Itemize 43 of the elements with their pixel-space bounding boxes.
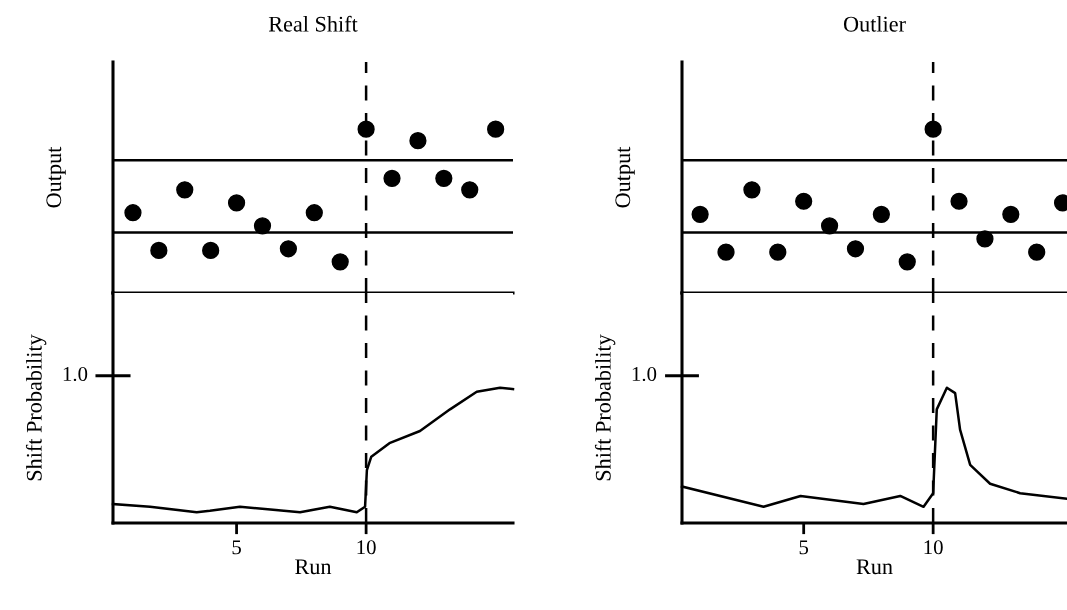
- point: [1002, 205, 1020, 223]
- point: [950, 192, 968, 210]
- y-axis-title: Output: [46, 146, 66, 208]
- point: [924, 120, 942, 138]
- point: [176, 181, 194, 199]
- point: [487, 120, 505, 138]
- x-tick-label: 10: [924, 540, 943, 555]
- text: 1.0: [63, 366, 88, 382]
- point: [227, 194, 246, 212]
- point: [743, 181, 761, 199]
- point: [872, 205, 890, 223]
- point: [435, 169, 453, 187]
- point: [976, 230, 994, 248]
- text: 1.0: [632, 366, 657, 382]
- point: [357, 120, 375, 138]
- x-tick-label: 5: [232, 540, 241, 555]
- point: [409, 132, 427, 150]
- point: [717, 243, 735, 261]
- point: [331, 253, 349, 271]
- y-axis-title: Output: [615, 146, 635, 208]
- x-axis-title: Run: [856, 559, 893, 575]
- point: [846, 240, 865, 258]
- point: [898, 253, 916, 271]
- point: [202, 241, 220, 260]
- point: [383, 169, 401, 187]
- point: [795, 192, 813, 210]
- point: [769, 243, 787, 261]
- chart-title: Outlier: [843, 16, 906, 32]
- y-axis-title: Shift Probability: [25, 334, 47, 481]
- x-tick-label: 5: [799, 540, 809, 555]
- point: [691, 205, 709, 223]
- point: [305, 204, 323, 222]
- chart-title: Real Shift: [268, 15, 358, 32]
- point: [1028, 243, 1046, 261]
- point: [124, 204, 142, 222]
- y-axis-title: Shift Probability: [594, 334, 616, 481]
- point: [279, 240, 298, 258]
- point: [820, 217, 839, 235]
- x-tick-label: 10: [357, 540, 376, 555]
- point: [150, 241, 168, 260]
- x-axis-title: Run: [295, 559, 332, 575]
- point: [461, 181, 479, 199]
- point: [253, 217, 272, 235]
